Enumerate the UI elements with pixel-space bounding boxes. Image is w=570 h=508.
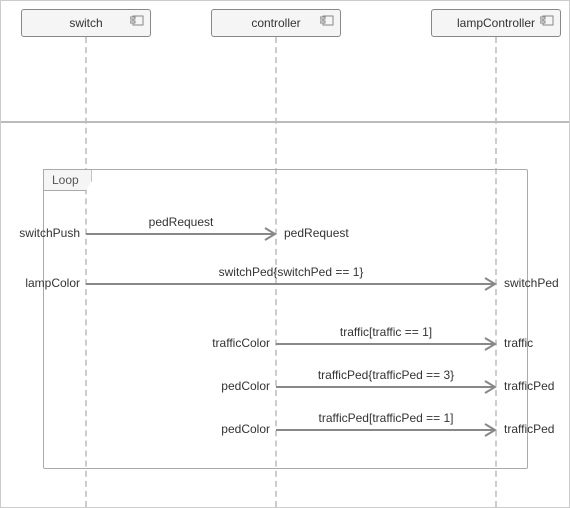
message-label: trafficPed{trafficPed == 3} [318, 368, 454, 382]
message-label: traffic[traffic == 1] [340, 325, 432, 339]
arrowhead-icon [484, 380, 498, 394]
lifeline-box-lampcontroller: lampController [431, 9, 561, 37]
message-arrow [86, 233, 274, 235]
arrowhead-icon [484, 277, 498, 291]
section-divider [1, 121, 570, 123]
message-dest-label: trafficPed [504, 422, 554, 436]
message-origin-label: switchPush [19, 226, 80, 240]
loop-fragment: Loop [43, 169, 528, 469]
lifeline-box-switch: switch [21, 9, 151, 37]
message-origin-label: pedColor [221, 422, 270, 436]
message-origin-label: trafficColor [212, 336, 270, 350]
component-icon [320, 14, 334, 26]
arrowhead-icon [264, 227, 278, 241]
message-label: switchPed{switchPed == 1} [219, 265, 364, 279]
loop-operator-label: Loop [43, 169, 92, 191]
arrowhead-icon [484, 337, 498, 351]
message-label: pedRequest [149, 215, 214, 229]
component-icon [540, 14, 554, 26]
message-dest-label: traffic [504, 336, 533, 350]
lifeline-label: switch [69, 16, 102, 30]
message-dest-label: pedRequest [284, 226, 349, 240]
message-arrow [86, 283, 494, 285]
message-dest-label: trafficPed [504, 379, 554, 393]
message-arrow [276, 386, 494, 388]
message-origin-label: pedColor [221, 379, 270, 393]
lifeline-box-controller: controller [211, 9, 341, 37]
component-icon [130, 14, 144, 26]
message-label: trafficPed[trafficPed == 1] [319, 411, 454, 425]
message-dest-label: switchPed [504, 276, 559, 290]
message-arrow [276, 429, 494, 431]
arrowhead-icon [484, 423, 498, 437]
lifeline-label: lampController [457, 16, 535, 30]
lifeline-label: controller [251, 16, 300, 30]
sequence-diagram: switch controller lampController Loop pe… [0, 0, 570, 508]
message-origin-label: lampColor [25, 276, 80, 290]
message-arrow [276, 343, 494, 345]
